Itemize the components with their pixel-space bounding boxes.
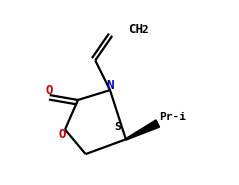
Text: O: O (46, 84, 54, 97)
Text: O: O (59, 128, 66, 141)
Text: 2: 2 (141, 25, 148, 35)
Text: N: N (106, 79, 114, 92)
Text: Pr-i: Pr-i (160, 112, 187, 122)
Text: S: S (114, 122, 120, 132)
Polygon shape (125, 120, 160, 140)
Text: CH: CH (128, 23, 143, 36)
